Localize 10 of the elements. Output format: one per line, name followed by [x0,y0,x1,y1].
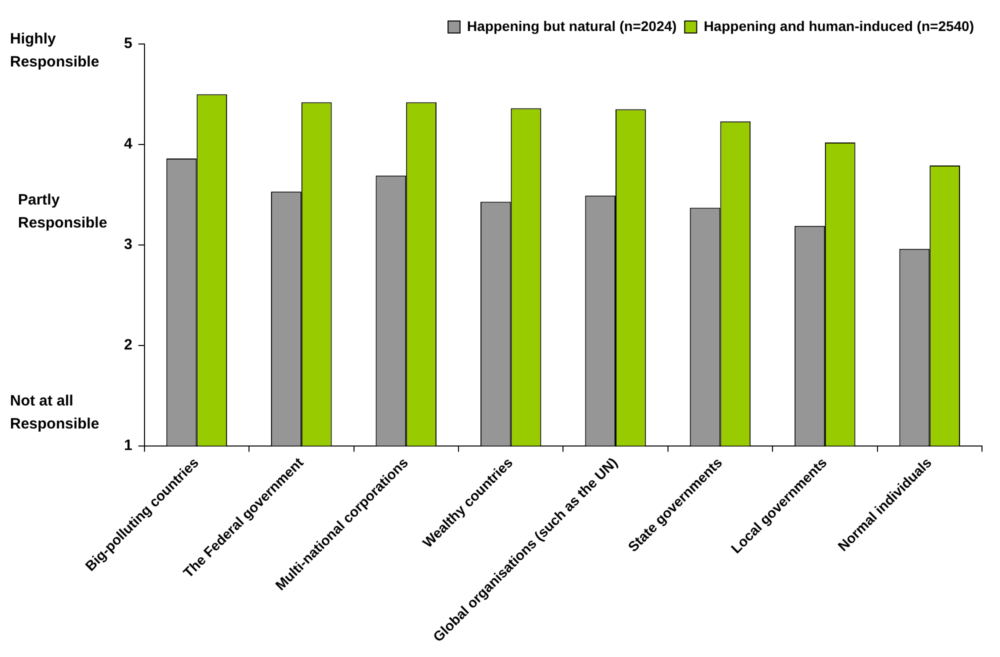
y-tick-label: 3 [124,236,132,254]
text: Highly Responsible [10,30,100,71]
y-tick-label: 1 [124,436,132,454]
legend-label: Happening and human-induced (n=2540) [704,18,974,34]
legend-label: Happening but natural (n=2024) [467,18,677,34]
text: Partly Responsible [18,191,108,232]
y-tick-label: 5 [124,35,132,52]
text: Not at all Responsible [10,392,100,432]
y-tick-label: 4 [124,136,133,153]
y-tick-label: 2 [124,336,132,354]
